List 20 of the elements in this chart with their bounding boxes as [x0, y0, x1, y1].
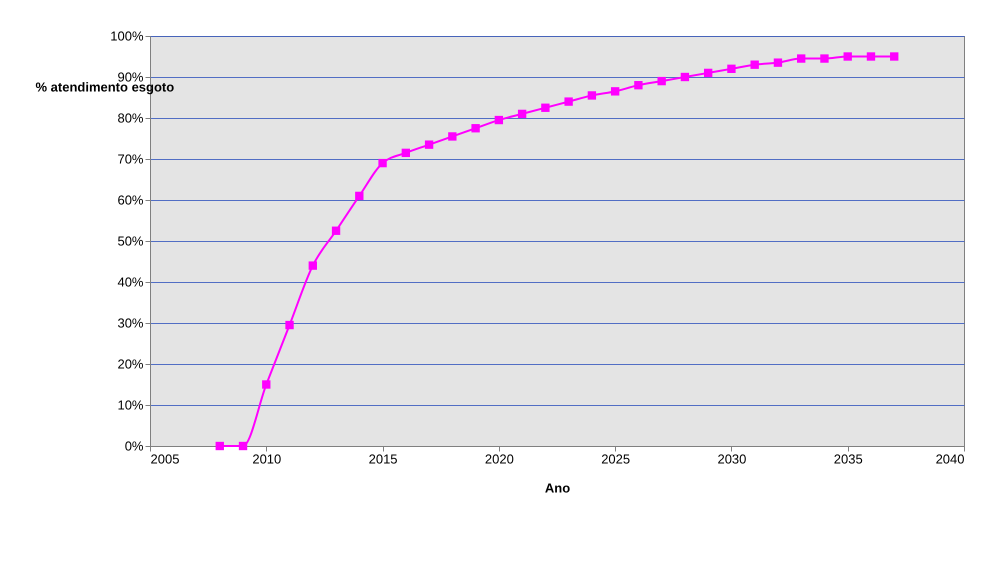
y-tick-label: 50%	[117, 234, 144, 248]
y-tick-label: 60%	[117, 192, 144, 208]
y-tick-label: 30%	[117, 316, 144, 330]
y-tick-label: 90%	[117, 70, 144, 84]
x-tick-label: 2025	[601, 452, 630, 466]
x-tick-label: 2005	[150, 452, 180, 466]
y-tick-label: 100%	[110, 28, 144, 44]
x-tick-label: 2020	[484, 452, 514, 466]
y-tick-label: 80%	[117, 110, 144, 126]
x-tick-label: 2015	[368, 452, 398, 466]
x-tick-label: 2010	[252, 452, 282, 466]
y-tick-label: 0%	[124, 438, 144, 454]
x-axis-title: Ano	[544, 480, 570, 496]
y-tick-label: 10%	[117, 398, 144, 412]
y-tick-label: 40%	[117, 274, 144, 290]
y-tick-label: 20%	[117, 356, 144, 372]
x-tick-label: 2035	[834, 452, 863, 466]
x-tick-label: 2030	[717, 452, 746, 466]
x-tick-label: 2040	[936, 452, 964, 466]
y-tick-label: 70%	[117, 152, 144, 166]
